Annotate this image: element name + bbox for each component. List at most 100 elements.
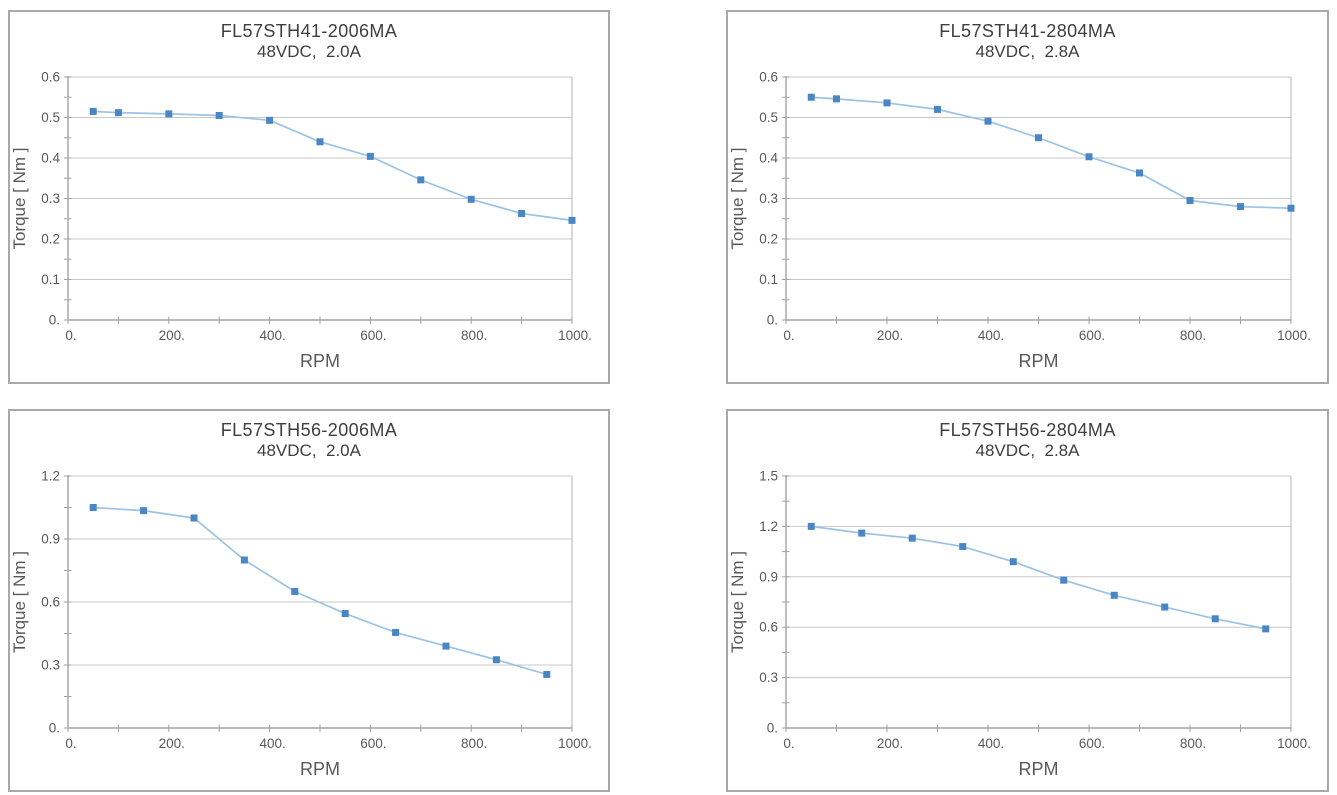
x-tick-label: 400. xyxy=(259,736,285,751)
y-tick-label: 0.9 xyxy=(759,569,778,584)
x-tick-label: 600. xyxy=(360,736,386,751)
data-point-marker xyxy=(1211,615,1219,623)
y-axis-title: Torque [ Nm ] xyxy=(10,551,29,653)
x-tick-label: 1000. xyxy=(1277,328,1311,343)
torque-series-line xyxy=(811,96,1292,210)
y-tick-label: 0.2 xyxy=(759,232,778,247)
y-tick-label: 0.6 xyxy=(759,620,778,635)
y-tick-label: 0.5 xyxy=(759,110,778,125)
data-point-marker xyxy=(1262,625,1270,633)
data-point-marker xyxy=(1035,134,1042,142)
data-point-marker xyxy=(366,152,374,160)
y-tick-label: 0.6 xyxy=(759,70,778,85)
torque-series-line xyxy=(811,525,1266,630)
data-point-marker xyxy=(114,109,122,117)
chart-panel-fl57sth56-2804ma: FL57STH56-2804MA 48VDC, 2.8A 0. 200. 400. 6… xyxy=(726,409,1329,792)
data-point-marker xyxy=(568,216,576,224)
y-tick-label: 0.1 xyxy=(41,272,60,287)
chart-title: FL57STH56-2006MA xyxy=(220,420,398,440)
y-tick-label: 0.3 xyxy=(41,191,60,206)
chart-subtitle: 48VDC, 2.0A xyxy=(257,441,361,460)
chart-title: FL57STH41-2804MA xyxy=(939,21,1116,41)
data-point-marker xyxy=(518,209,526,217)
x-tick-label: 600. xyxy=(360,328,386,343)
x-tick-label: 200. xyxy=(877,328,903,343)
y-axis-title: Torque [ Nm ] xyxy=(10,147,29,249)
data-point-marker xyxy=(1186,197,1194,205)
data-point-marker xyxy=(266,116,274,124)
chart-header: FL57STH56-2006MA 48VDC, 2.0A xyxy=(10,411,608,463)
x-tick-label: 800. xyxy=(1180,736,1206,751)
data-point-marker xyxy=(833,95,840,103)
chart-header: FL57STH41-2804MA 48VDC, 2.8A xyxy=(728,12,1327,64)
chart-panel-fl57sth56-2006ma: FL57STH56-2006MA 48VDC, 2.0A 0. 200. 400. 6… xyxy=(8,409,610,792)
x-tick-label: 600. xyxy=(1079,328,1105,343)
data-point-marker xyxy=(392,628,400,636)
data-point-marker xyxy=(240,556,248,564)
torque-rpm-chart: 0. 200. 400. 600. 800. 1000. 0. 0.3 0.6 0.9 1.2 1.5… xyxy=(728,469,1311,780)
y-tick-label: 0.4 xyxy=(759,151,778,166)
data-point-marker xyxy=(959,543,967,551)
y-tick-label: 0.2 xyxy=(41,232,60,247)
y-tick-label: 1.2 xyxy=(759,519,778,534)
data-point-marker xyxy=(1060,576,1068,584)
y-tick-label: 0.5 xyxy=(41,110,60,125)
y-tick-label: 0.6 xyxy=(41,70,60,85)
x-tick-label: 200. xyxy=(877,736,903,751)
x-axis-title: RPM xyxy=(300,759,340,779)
data-point-marker xyxy=(1110,591,1118,599)
y-tick-label: 0.3 xyxy=(759,191,778,206)
data-point-marker xyxy=(543,670,551,678)
data-point-marker xyxy=(89,504,97,511)
y-axis-title: Torque [ Nm ] xyxy=(728,551,747,653)
x-axis-title: RPM xyxy=(1019,351,1059,371)
x-tick-label: 400. xyxy=(259,328,285,343)
data-point-marker xyxy=(908,534,916,542)
x-tick-label: 1000. xyxy=(558,736,592,751)
torque-rpm-chart: 0. 200. 400. 600. 800. 1000. 0. 0.1 0.2 0.3 0.4 0.5… xyxy=(728,70,1311,372)
x-tick-label: 400. xyxy=(978,736,1004,751)
data-point-marker xyxy=(492,656,500,664)
x-tick-label: 200. xyxy=(159,328,185,343)
torque-series-line xyxy=(93,506,548,676)
data-point-marker xyxy=(89,107,97,115)
data-point-marker xyxy=(1161,603,1169,611)
y-tick-label: 1.5 xyxy=(759,469,778,484)
x-axis-title: RPM xyxy=(1019,759,1059,779)
chart-header: FL57STH41-2006MA 48VDC, 2.0A xyxy=(10,12,608,64)
y-tick-label: 0.3 xyxy=(759,670,778,685)
data-point-marker xyxy=(215,111,223,119)
data-point-marker xyxy=(807,93,815,101)
x-tick-label: 800. xyxy=(1180,328,1206,343)
chart-header: FL57STH56-2804MA 48VDC, 2.8A xyxy=(728,411,1327,463)
x-tick-label: 400. xyxy=(978,328,1004,343)
chart-subtitle: 48VDC, 2.8A xyxy=(975,42,1080,61)
data-point-marker xyxy=(341,610,349,618)
chart-title: FL57STH56-2804MA xyxy=(939,420,1116,440)
x-tick-label: 1000. xyxy=(1277,736,1311,751)
data-point-marker xyxy=(140,507,148,515)
x-tick-label: 0. xyxy=(783,328,794,343)
data-point-marker xyxy=(165,110,173,118)
data-point-marker xyxy=(1136,169,1143,177)
x-tick-label: 0. xyxy=(783,736,794,751)
x-tick-label: 600. xyxy=(1079,736,1105,751)
y-tick-label: 0. xyxy=(767,313,778,328)
data-point-marker xyxy=(291,588,299,595)
data-point-marker xyxy=(1009,558,1017,566)
y-tick-label: 0.1 xyxy=(759,272,778,287)
torque-rpm-chart: 0. 200. 400. 600. 800. 1000. 0. 0.1 0.2 0.3 0.4 0.5… xyxy=(10,70,592,372)
y-tick-label: 0. xyxy=(767,721,778,736)
data-point-marker xyxy=(883,99,891,107)
torque-series-line xyxy=(93,110,573,222)
data-point-marker xyxy=(417,176,425,184)
chart-subtitle: 48VDC, 2.8A xyxy=(975,441,1080,460)
y-tick-label: 0.6 xyxy=(41,595,60,610)
data-point-marker xyxy=(1085,153,1093,161)
y-tick-label: 0.4 xyxy=(41,151,60,166)
x-tick-label: 800. xyxy=(461,328,487,343)
y-tick-label: 0.9 xyxy=(41,532,60,547)
data-point-marker xyxy=(316,138,324,146)
data-point-marker xyxy=(1237,203,1244,211)
data-point-marker xyxy=(934,105,941,113)
